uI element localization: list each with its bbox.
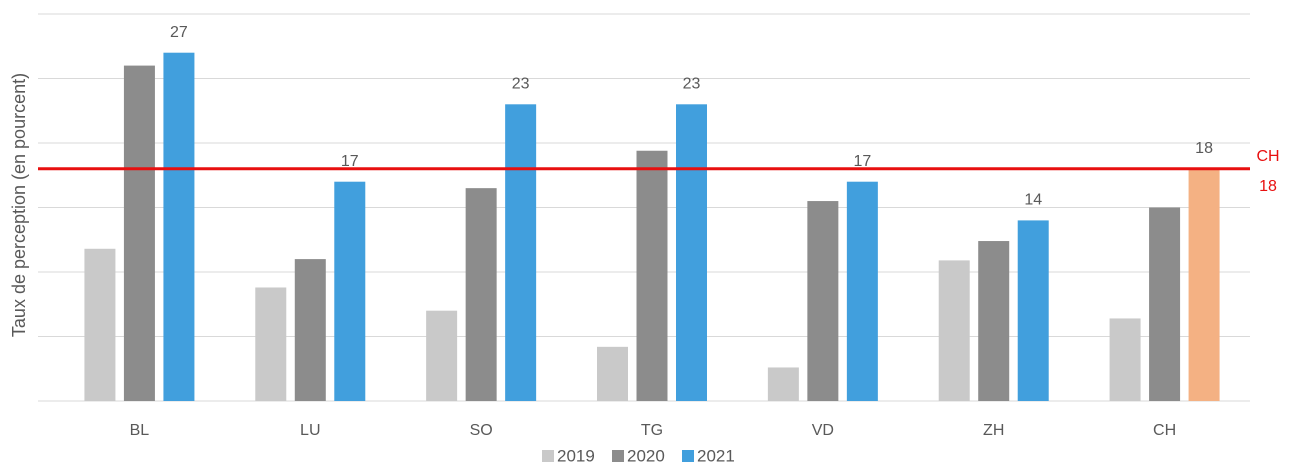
bar — [1017, 220, 1049, 401]
x-tick-label: TG — [641, 422, 663, 439]
legend-swatch — [612, 450, 624, 462]
x-tick-label: ZH — [983, 422, 1004, 439]
bar — [676, 104, 707, 402]
data-label: 14 — [1024, 192, 1042, 209]
data-label: 23 — [683, 76, 701, 93]
bar — [938, 260, 970, 401]
bar — [846, 181, 878, 401]
bar — [84, 248, 116, 401]
data-label: 17 — [341, 153, 359, 170]
bar — [636, 150, 668, 401]
reference-label: CH — [1256, 148, 1279, 165]
bar — [294, 259, 326, 401]
bar — [767, 367, 799, 401]
x-tick-label: BL — [130, 422, 150, 439]
data-label: 23 — [512, 76, 530, 93]
data-label: 17 — [853, 153, 871, 170]
bar — [1149, 207, 1181, 401]
legend-label: 2021 — [697, 446, 735, 465]
data-label: 27 — [170, 24, 188, 41]
legend-swatch — [682, 450, 694, 462]
bar — [505, 104, 537, 402]
legend-label: 2020 — [627, 446, 665, 465]
legend-label: 2019 — [557, 446, 595, 465]
bar — [1188, 168, 1220, 401]
bar — [255, 287, 287, 401]
bar — [465, 188, 497, 401]
bar — [426, 310, 458, 401]
x-tick-label: CH — [1153, 422, 1176, 439]
x-tick-label: LU — [300, 422, 320, 439]
bar — [334, 181, 366, 401]
legend-swatch — [542, 450, 554, 462]
y-axis-label: Taux de perception (en pourcent) — [9, 73, 29, 337]
x-tick-label: VD — [812, 422, 834, 439]
reference-value: 18 — [1259, 178, 1277, 195]
bar — [978, 241, 1010, 401]
bar — [123, 65, 155, 401]
bar — [807, 201, 839, 401]
data-label: 18 — [1195, 140, 1213, 157]
x-tick-label: SO — [470, 422, 493, 439]
bar — [597, 346, 628, 401]
bar — [1109, 318, 1141, 401]
bar — [163, 52, 195, 401]
